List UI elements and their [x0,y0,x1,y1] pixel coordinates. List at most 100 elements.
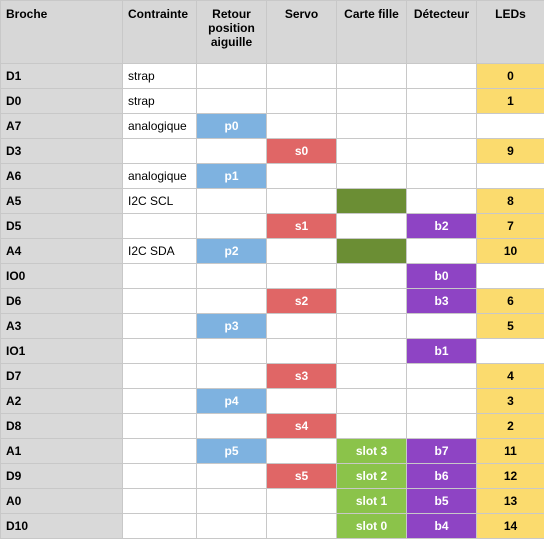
carte-fille-cell[interactable] [337,189,407,214]
leds-cell[interactable]: 0 [477,64,544,89]
retour-cell[interactable] [197,189,267,214]
detecteur-cell[interactable] [407,389,477,414]
contrainte-cell[interactable]: I2C SDA [123,239,197,264]
header-broche[interactable]: Broche [1,1,123,64]
servo-cell[interactable] [267,189,337,214]
contrainte-cell[interactable] [123,314,197,339]
leds-cell[interactable]: 8 [477,189,544,214]
broche-cell[interactable]: A3 [1,314,123,339]
broche-cell[interactable]: D7 [1,364,123,389]
servo-cell[interactable]: s4 [267,414,337,439]
retour-cell[interactable]: p5 [197,439,267,464]
detecteur-cell[interactable]: b1 [407,339,477,364]
detecteur-cell[interactable] [407,64,477,89]
servo-cell[interactable]: s5 [267,464,337,489]
carte-fille-cell[interactable] [337,389,407,414]
broche-cell[interactable]: A2 [1,389,123,414]
detecteur-cell[interactable]: b0 [407,264,477,289]
broche-cell[interactable]: A1 [1,439,123,464]
contrainte-cell[interactable] [123,139,197,164]
carte-fille-cell[interactable]: slot 0 [337,514,407,539]
broche-cell[interactable]: D3 [1,139,123,164]
servo-cell[interactable] [267,89,337,114]
detecteur-cell[interactable]: b2 [407,214,477,239]
retour-cell[interactable] [197,364,267,389]
broche-cell[interactable]: D6 [1,289,123,314]
contrainte-cell[interactable] [123,414,197,439]
broche-cell[interactable]: D5 [1,214,123,239]
retour-cell[interactable]: p3 [197,314,267,339]
servo-cell[interactable] [267,389,337,414]
carte-fille-cell[interactable] [337,289,407,314]
leds-cell[interactable]: 6 [477,289,544,314]
retour-cell[interactable] [197,489,267,514]
detecteur-cell[interactable] [407,239,477,264]
carte-fille-cell[interactable] [337,239,407,264]
header-contrainte[interactable]: Contrainte [123,1,197,64]
contrainte-cell[interactable] [123,214,197,239]
broche-cell[interactable]: A4 [1,239,123,264]
leds-cell[interactable] [477,164,544,189]
retour-cell[interactable]: p0 [197,114,267,139]
detecteur-cell[interactable]: b6 [407,464,477,489]
broche-cell[interactable]: A6 [1,164,123,189]
leds-cell[interactable]: 7 [477,214,544,239]
broche-cell[interactable]: A0 [1,489,123,514]
contrainte-cell[interactable] [123,389,197,414]
contrainte-cell[interactable] [123,364,197,389]
retour-cell[interactable] [197,464,267,489]
broche-cell[interactable]: D0 [1,89,123,114]
contrainte-cell[interactable] [123,489,197,514]
retour-cell[interactable] [197,289,267,314]
contrainte-cell[interactable] [123,439,197,464]
retour-cell[interactable]: p1 [197,164,267,189]
leds-cell[interactable]: 9 [477,139,544,164]
contrainte-cell[interactable] [123,339,197,364]
detecteur-cell[interactable]: b3 [407,289,477,314]
detecteur-cell[interactable] [407,364,477,389]
detecteur-cell[interactable]: b4 [407,514,477,539]
servo-cell[interactable]: s3 [267,364,337,389]
carte-fille-cell[interactable] [337,364,407,389]
carte-fille-cell[interactable] [337,114,407,139]
header-detecteur[interactable]: Détecteur [407,1,477,64]
header-retour[interactable]: Retour position aiguille [197,1,267,64]
retour-cell[interactable] [197,264,267,289]
retour-cell[interactable] [197,214,267,239]
leds-cell[interactable] [477,114,544,139]
servo-cell[interactable] [267,264,337,289]
retour-cell[interactable] [197,339,267,364]
servo-cell[interactable]: s1 [267,214,337,239]
carte-fille-cell[interactable]: slot 2 [337,464,407,489]
leds-cell[interactable]: 10 [477,239,544,264]
contrainte-cell[interactable]: analogique [123,164,197,189]
servo-cell[interactable] [267,239,337,264]
broche-cell[interactable]: A5 [1,189,123,214]
carte-fille-cell[interactable] [337,64,407,89]
leds-cell[interactable]: 13 [477,489,544,514]
retour-cell[interactable] [197,139,267,164]
carte-fille-cell[interactable] [337,89,407,114]
retour-cell[interactable]: p2 [197,239,267,264]
servo-cell[interactable] [267,489,337,514]
servo-cell[interactable]: s2 [267,289,337,314]
detecteur-cell[interactable] [407,164,477,189]
contrainte-cell[interactable] [123,264,197,289]
carte-fille-cell[interactable]: slot 3 [337,439,407,464]
header-carte-fille[interactable]: Carte fille [337,1,407,64]
leds-cell[interactable]: 3 [477,389,544,414]
carte-fille-cell[interactable] [337,214,407,239]
detecteur-cell[interactable] [407,414,477,439]
broche-cell[interactable]: A7 [1,114,123,139]
broche-cell[interactable]: IO1 [1,339,123,364]
contrainte-cell[interactable] [123,289,197,314]
leds-cell[interactable]: 5 [477,314,544,339]
detecteur-cell[interactable]: b7 [407,439,477,464]
contrainte-cell[interactable] [123,514,197,539]
servo-cell[interactable] [267,314,337,339]
retour-cell[interactable] [197,64,267,89]
servo-cell[interactable] [267,164,337,189]
servo-cell[interactable] [267,514,337,539]
detecteur-cell[interactable] [407,89,477,114]
servo-cell[interactable] [267,439,337,464]
